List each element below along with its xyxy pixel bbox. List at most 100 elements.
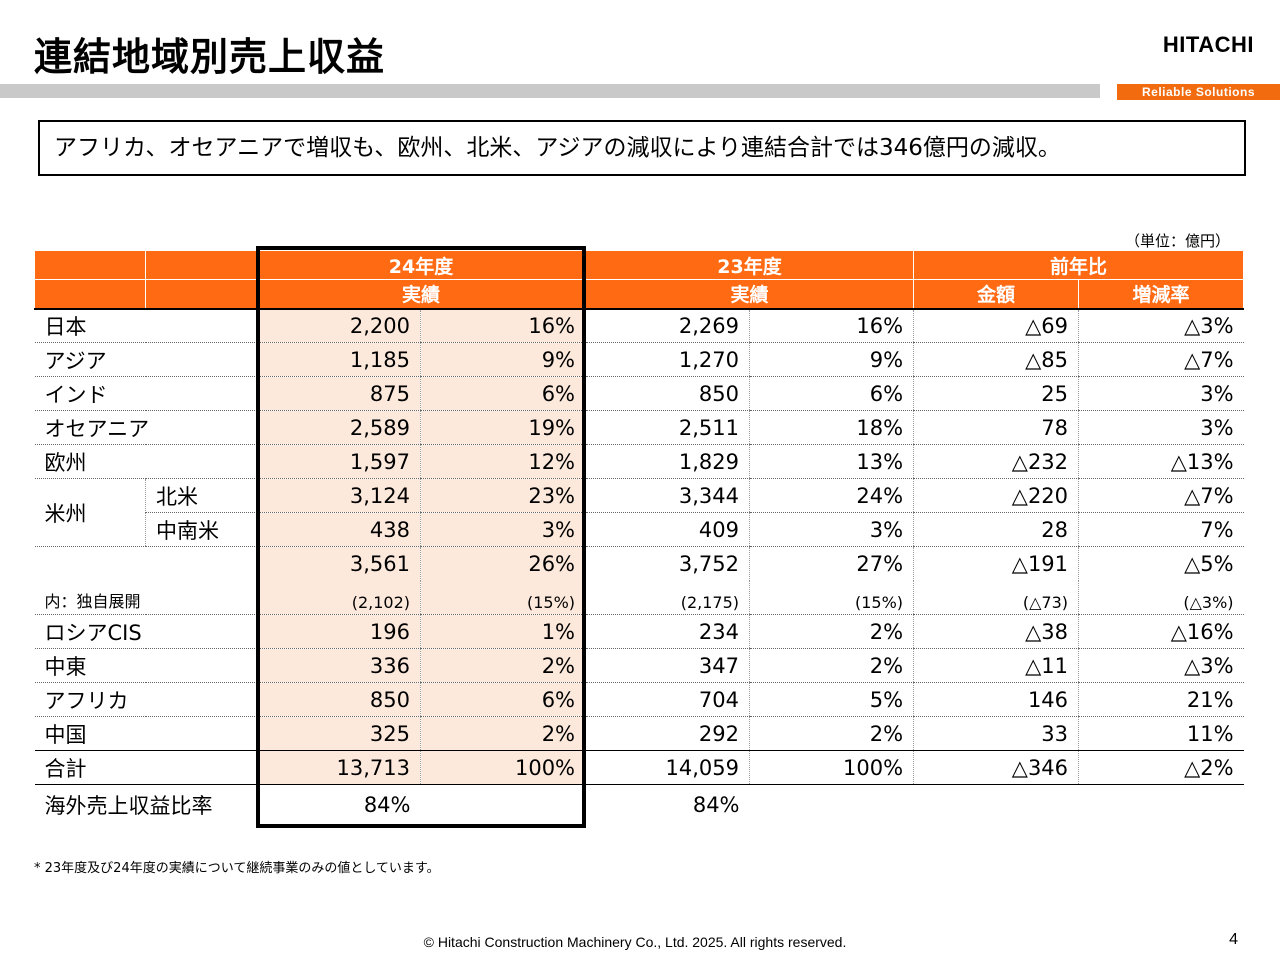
fy24-amount: 2,589 xyxy=(256,410,421,445)
yoy-amount: 146 xyxy=(913,682,1079,717)
table-row-americas-total: 3,561 26% 3,752 27% △191 △5% xyxy=(35,546,1244,581)
yoy-rate: 3% xyxy=(1078,410,1244,445)
table-row-china: 中国 325 2% 292 2% 33 11% xyxy=(34,716,1244,751)
fy24-amount: 1,185 xyxy=(256,342,421,377)
fy24-share: 9% xyxy=(419,342,586,377)
header-yoy-amount: 金額 xyxy=(913,279,1080,309)
yoy-amount: 28 xyxy=(913,512,1079,547)
fy23-amount: 704 xyxy=(585,682,750,717)
table-row-africa: アフリカ 850 6% 704 5% 146 21% xyxy=(34,682,1244,717)
fy24-share: 6% xyxy=(419,682,586,717)
row-label: アジア xyxy=(34,342,257,377)
fy23-share: 2% xyxy=(749,614,914,649)
fy24-share: 23% xyxy=(419,478,586,513)
table-row-total: 合計 13,713 100% 14,059 100% △346 △2% xyxy=(34,750,1244,785)
fy23-amount: 234 xyxy=(585,614,750,649)
row-label: インド xyxy=(34,376,257,411)
yoy-amount: 25 xyxy=(913,376,1079,411)
table-row-russia-cis: ロシアCIS 196 1% 234 2% △38 △16% xyxy=(34,614,1244,649)
yoy-amount: △232 xyxy=(913,444,1079,479)
fy24-share: (15%) xyxy=(419,580,586,615)
header-fy24-actual: 実績 xyxy=(255,279,587,309)
fy23-amount: 3,344 xyxy=(585,478,750,513)
yoy-rate: 7% xyxy=(1078,512,1244,547)
americas-total-label xyxy=(35,547,257,581)
yoy-rate: △2% xyxy=(1078,750,1244,785)
hitachi-logo: HITACHI xyxy=(1162,32,1254,57)
header-divider-bar xyxy=(0,84,1100,98)
fy24-amount: 438 xyxy=(256,512,421,547)
yoy-rate: △3% xyxy=(1078,648,1244,683)
fy24-amount: 336 xyxy=(256,648,421,683)
fy23-amount: 1,829 xyxy=(585,444,750,479)
fy24-amount: 325 xyxy=(256,716,421,751)
fy23-amount: 1,270 xyxy=(585,342,750,377)
yoy-rate: 21% xyxy=(1078,682,1244,717)
fy24-amount: 3,124 xyxy=(256,478,421,513)
row-label: 海外売上収益比率 xyxy=(44,793,213,818)
yoy-amount: 78 xyxy=(913,410,1079,445)
copyright: © Hitachi Construction Machinery Co., Lt… xyxy=(423,934,847,950)
fy23-amount: (2,175) xyxy=(585,580,750,615)
unit-label: （単位：億円） xyxy=(1124,232,1230,250)
summary-box: アフリカ、オセアニアで増収も、欧州、北米、アジアの減収により連結合計では346億… xyxy=(38,120,1246,176)
fy23-share: 9% xyxy=(749,342,914,377)
row-label: ロシアCIS xyxy=(34,614,257,649)
fy23-share: 24% xyxy=(749,478,914,513)
yoy-rate: △16% xyxy=(1078,614,1244,649)
row-label: 北米 xyxy=(145,478,257,513)
row-label: 中南米 xyxy=(145,512,257,547)
yoy-rate: 3% xyxy=(1078,376,1244,411)
fy24-share: 3% xyxy=(419,512,586,547)
table-row-latin-america: 中南米 438 3% 409 3% 28 7% xyxy=(35,512,1244,547)
table-row-oceania: オセアニア 2,589 19% 2,511 18% 78 3% xyxy=(34,410,1244,445)
fy23-amount: 409 xyxy=(585,512,750,547)
yoy-amount: △69 xyxy=(913,307,1079,343)
fy23-share: 3% xyxy=(749,512,914,547)
empty-cell xyxy=(750,785,914,825)
table-row-india: インド 875 6% 850 6% 25 3% xyxy=(34,376,1244,411)
fy24-amount: 875 xyxy=(256,376,421,411)
fy23-share: 18% xyxy=(749,410,914,445)
row-label: 内：独自展開 xyxy=(34,580,257,615)
yoy-rate: △3% xyxy=(1078,307,1244,343)
yoy-amount: △38 xyxy=(913,614,1079,649)
header-fy23-actual: 実績 xyxy=(585,279,915,309)
fy24-share: 19% xyxy=(419,410,586,445)
yoy-amount: △220 xyxy=(913,478,1079,513)
fy23-amount: 292 xyxy=(585,716,750,751)
table-row-asia: アジア 1,185 9% 1,270 9% △85 △7% xyxy=(34,342,1244,377)
fy24-share: 16% xyxy=(419,307,586,343)
fy23-amount: 850 xyxy=(585,376,750,411)
fy24-amount: 2,200 xyxy=(256,307,421,343)
fy23-amount: 2,269 xyxy=(585,307,750,343)
yoy-amount: 33 xyxy=(913,716,1079,751)
yoy-amount: △11 xyxy=(913,648,1079,683)
fy23-amount: 3,752 xyxy=(585,546,750,581)
fy23-share: 27% xyxy=(749,546,914,581)
header-fy24: 24年度 xyxy=(255,250,587,280)
table-row-japan: 日本 2,200 16% 2,269 16% △69 △3% xyxy=(34,307,1244,343)
yoy-amount: △85 xyxy=(913,342,1079,377)
fy24-ratio: 84% xyxy=(256,784,421,825)
row-label: 中国 xyxy=(34,716,257,751)
header-yoy: 前年比 xyxy=(913,250,1245,280)
empty-cell xyxy=(914,785,1079,825)
row-label: アフリカ xyxy=(34,682,257,717)
yoy-amount: △191 xyxy=(913,546,1079,581)
yoy-rate: △13% xyxy=(1078,444,1244,479)
row-label: 合計 xyxy=(34,750,257,785)
fy24-share: 2% xyxy=(419,648,586,683)
fy24-amount: 13,713 xyxy=(256,750,421,785)
page-title: 連結地域別売上収益 xyxy=(34,35,386,79)
fy24-share: 26% xyxy=(419,546,586,581)
fy24-amount: 3,561 xyxy=(256,546,421,581)
header-blank xyxy=(145,279,257,309)
fy24-share: 2% xyxy=(419,716,586,751)
fy23-amount: 347 xyxy=(585,648,750,683)
empty-cell xyxy=(1079,785,1244,825)
header-row-2: 実績 実績 金額 増減率 xyxy=(34,279,1245,309)
table-row-independent: 内：独自展開 (2,102) (15%) (2,175) (15%) (△73)… xyxy=(34,580,1244,615)
yoy-rate: △7% xyxy=(1078,342,1244,377)
fy23-share: 6% xyxy=(749,376,914,411)
